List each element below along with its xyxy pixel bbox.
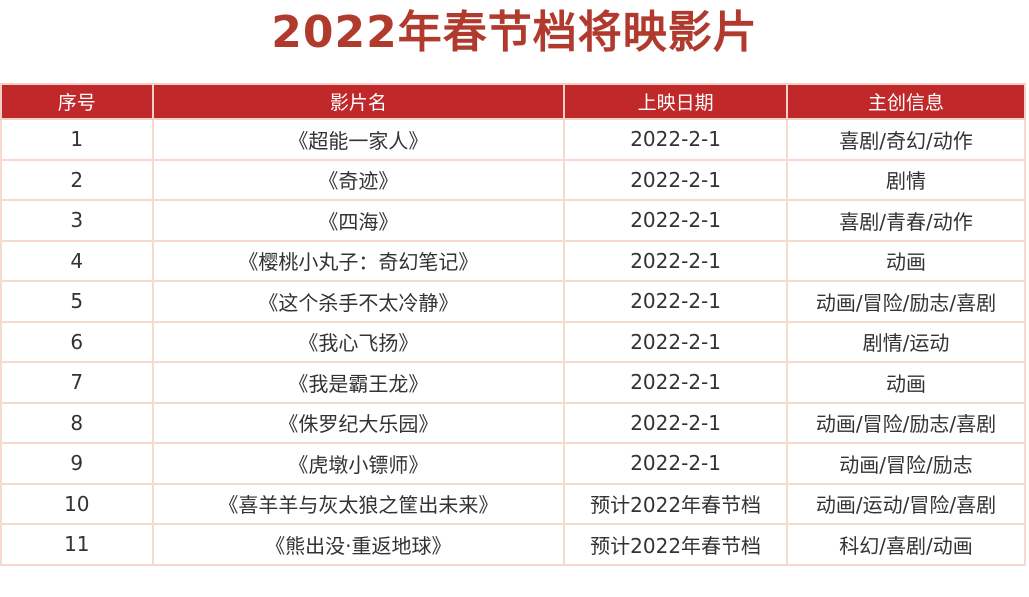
cell-film-name: 《樱桃小丸子：奇幻笔记》 [151, 239, 566, 282]
cell-genre: 动画/冒险/励志/喜剧 [786, 401, 1026, 444]
cell-film-name: 《喜羊羊与灰太狼之筐出未来》 [151, 482, 566, 525]
page-title: 2022年春节档将映影片 [271, 7, 758, 58]
cell-genre: 动画/运动/冒险/喜剧 [786, 482, 1026, 525]
cell-release-date: 2022-2-1 [563, 158, 789, 201]
cell-index: 5 [0, 280, 154, 323]
cell-index: 4 [0, 239, 154, 282]
column-header-genre: 主创信息 [786, 83, 1026, 120]
cell-release-date: 2022-2-1 [563, 239, 789, 282]
table-row: 11 《熊出没·重返地球》 预计2022年春节档 科幻/喜剧/动画 [0, 523, 1026, 566]
cell-film-name: 《这个杀手不太冷静》 [151, 280, 566, 323]
cell-film-name: 《我心飞扬》 [151, 320, 566, 363]
table-header-row: 序号 影片名 上映日期 主创信息 [0, 83, 1026, 120]
table-body: 1 《超能一家人》 2022-2-1 喜剧/奇幻/动作 2 《奇迹》 2022-2-1 剧情 3… [0, 118, 1026, 566]
cell-index: 6 [0, 320, 154, 363]
cell-release-date: 2022-2-1 [563, 320, 789, 363]
table-row: 10 《喜羊羊与灰太狼之筐出未来》 预计2022年春节档 动画/运动/冒险/喜剧 [0, 482, 1026, 525]
cell-genre: 动画 [786, 239, 1026, 282]
cell-film-name: 《奇迹》 [151, 158, 566, 201]
cell-release-date: 2022-2-1 [563, 361, 789, 404]
cell-index: 11 [0, 523, 154, 566]
cell-film-name: 《虎墩小镖师》 [151, 442, 566, 485]
table-row: 9 《虎墩小镖师》 2022-2-1 动画/冒险/励志 [0, 442, 1026, 485]
cell-genre: 喜剧/青春/动作 [786, 199, 1026, 242]
cell-index: 9 [0, 442, 154, 485]
cell-film-name: 《我是霸王龙》 [151, 361, 566, 404]
cell-index: 10 [0, 482, 154, 525]
cell-genre: 喜剧/奇幻/动作 [786, 118, 1026, 161]
cell-index: 1 [0, 118, 154, 161]
table-row: 6 《我心飞扬》 2022-2-1 剧情/运动 [0, 320, 1026, 363]
cell-release-date: 2022-2-1 [563, 401, 789, 444]
cell-index: 8 [0, 401, 154, 444]
cell-release-date: 2022-2-1 [563, 442, 789, 485]
column-header-film-name: 影片名 [151, 83, 566, 120]
cell-index: 3 [0, 199, 154, 242]
column-header-index: 序号 [0, 83, 154, 120]
table-row: 4 《樱桃小丸子：奇幻笔记》 2022-2-1 动画 [0, 239, 1026, 282]
cell-index: 7 [0, 361, 154, 404]
cell-genre: 剧情 [786, 158, 1026, 201]
table-row: 5 《这个杀手不太冷静》 2022-2-1 动画/冒险/励志/喜剧 [0, 280, 1026, 323]
cell-genre: 剧情/运动 [786, 320, 1026, 363]
cell-release-date: 2022-2-1 [563, 280, 789, 323]
cell-index: 2 [0, 158, 154, 201]
cell-genre: 动画/冒险/励志 [786, 442, 1026, 485]
cell-release-date: 2022-2-1 [563, 199, 789, 242]
column-header-release-date: 上映日期 [563, 83, 789, 120]
cell-film-name: 《四海》 [151, 199, 566, 242]
cell-release-date: 预计2022年春节档 [563, 523, 789, 566]
cell-genre: 科幻/喜剧/动画 [786, 523, 1026, 566]
cell-film-name: 《超能一家人》 [151, 118, 566, 161]
cell-film-name: 《侏罗纪大乐园》 [151, 401, 566, 444]
cell-release-date: 2022-2-1 [563, 118, 789, 161]
cell-genre: 动画 [786, 361, 1026, 404]
cell-film-name: 《熊出没·重返地球》 [151, 523, 566, 566]
cell-release-date: 预计2022年春节档 [563, 482, 789, 525]
table-row: 2 《奇迹》 2022-2-1 剧情 [0, 158, 1026, 201]
table-row: 3 《四海》 2022-2-1 喜剧/青春/动作 [0, 199, 1026, 242]
cell-genre: 动画/冒险/励志/喜剧 [786, 280, 1026, 323]
table-row: 8 《侏罗纪大乐园》 2022-2-1 动画/冒险/励志/喜剧 [0, 401, 1026, 444]
table-row: 1 《超能一家人》 2022-2-1 喜剧/奇幻/动作 [0, 118, 1026, 161]
films-table: 序号 影片名 上映日期 主创信息 1 《超能一家人》 2022-2-1 喜剧/奇幻/动… [0, 83, 1026, 566]
table-row: 7 《我是霸王龙》 2022-2-1 动画 [0, 361, 1026, 404]
